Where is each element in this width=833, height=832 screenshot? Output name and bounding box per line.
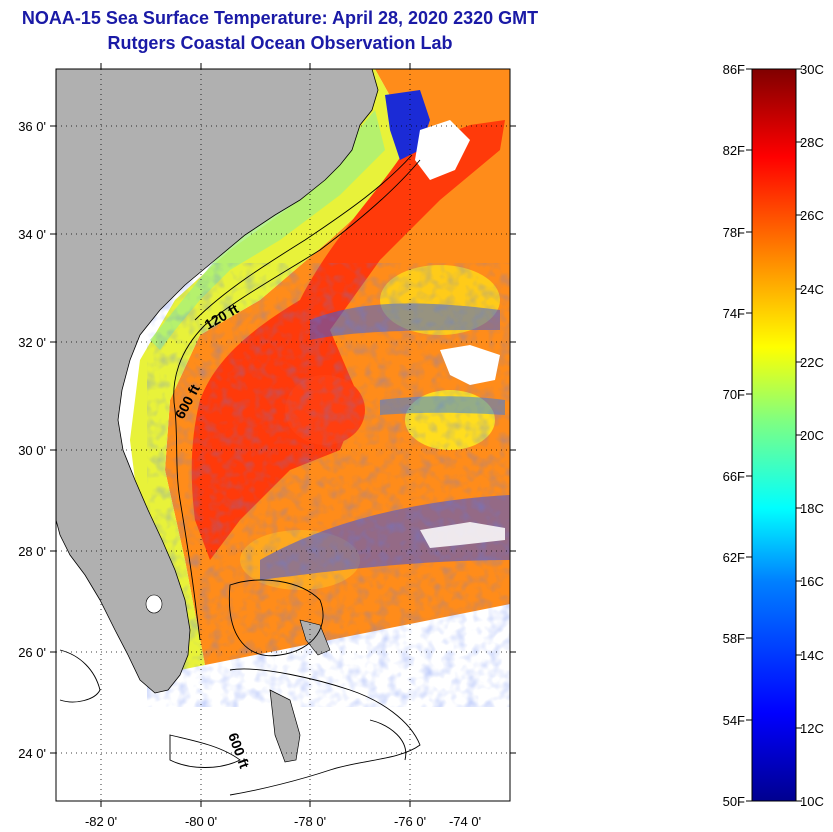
lake-okeechobee [145, 594, 163, 614]
lat-label: 24 0' [18, 746, 46, 761]
lon-label: -80 0' [185, 814, 217, 829]
colorbar-fahrenheit-labels: 86F 82F 78F 74F 70F 66F 62F 58F 54F 50F [723, 62, 745, 809]
land-mass [56, 69, 379, 694]
colorbar-c-label: 16C [800, 574, 824, 589]
lon-label: -74 0' [449, 814, 481, 829]
colorbar-f-label: 50F [723, 794, 745, 809]
lat-label: 36 0' [18, 119, 46, 134]
colorbar-f-label: 62F [723, 550, 745, 565]
map-panel: 120 ft 600 ft 600 ft [56, 69, 510, 801]
colorbar-c-label: 30C [800, 62, 824, 77]
latitude-labels: 36 0' 34 0' 32 0' 30 0' 28 0' 26 0' 24 0… [18, 119, 46, 761]
colorbar-c-label: 12C [800, 721, 824, 736]
lat-label: 34 0' [18, 227, 46, 242]
colorbar: 86F 82F 78F 74F 70F 66F 62F 58F 54F 50F … [723, 62, 824, 809]
colorbar-f-label: 78F [723, 225, 745, 240]
longitude-labels: -82 0' -80 0' -78 0' -76 0' -74 0' [85, 814, 481, 829]
graticule [56, 69, 510, 801]
lon-label: -76 0' [394, 814, 426, 829]
lat-label: 28 0' [18, 544, 46, 559]
lat-label: 26 0' [18, 645, 46, 660]
colorbar-f-label: 66F [723, 469, 745, 484]
colorbar-celsius-labels: 30C 28C 26C 24C 22C 20C 18C 16C 14C 12C … [800, 62, 824, 809]
lon-label: -78 0' [294, 814, 326, 829]
colorbar-c-label: 28C [800, 135, 824, 150]
colorbar-f-label: 70F [723, 387, 745, 402]
colorbar-c-label: 24C [800, 282, 824, 297]
colorbar-f-label: 74F [723, 306, 745, 321]
bathymetry-contours [59, 154, 421, 796]
map-title: NOAA-15 Sea Surface Temperature: April 2… [21, 8, 539, 28]
map-subtitle: Rutgers Coastal Ocean Observation Lab [107, 33, 453, 53]
lon-label: -82 0' [85, 814, 117, 829]
colorbar-c-label: 26C [800, 208, 824, 223]
map-frame [55, 68, 511, 802]
bahamas-land [269, 689, 301, 763]
colorbar-f-label: 58F [723, 631, 745, 646]
colorbar-c-label: 18C [800, 501, 824, 516]
colorbar-f-label: 86F [723, 62, 745, 77]
colorbar-c-label: 14C [800, 648, 824, 663]
colorbar-f-label: 82F [723, 143, 745, 158]
colorbar-c-label: 20C [800, 428, 824, 443]
colorbar-c-label: 22C [800, 355, 824, 370]
colorbar-gradient [751, 68, 797, 802]
lat-label: 32 0' [18, 335, 46, 350]
colorbar-f-label: 54F [723, 713, 745, 728]
colorbar-f-ticks [746, 68, 802, 802]
colorbar-c-label: 10C [800, 794, 824, 809]
lat-label: 30 0' [18, 443, 46, 458]
map-ticks [50, 63, 516, 807]
sst-swath [60, 69, 510, 670]
